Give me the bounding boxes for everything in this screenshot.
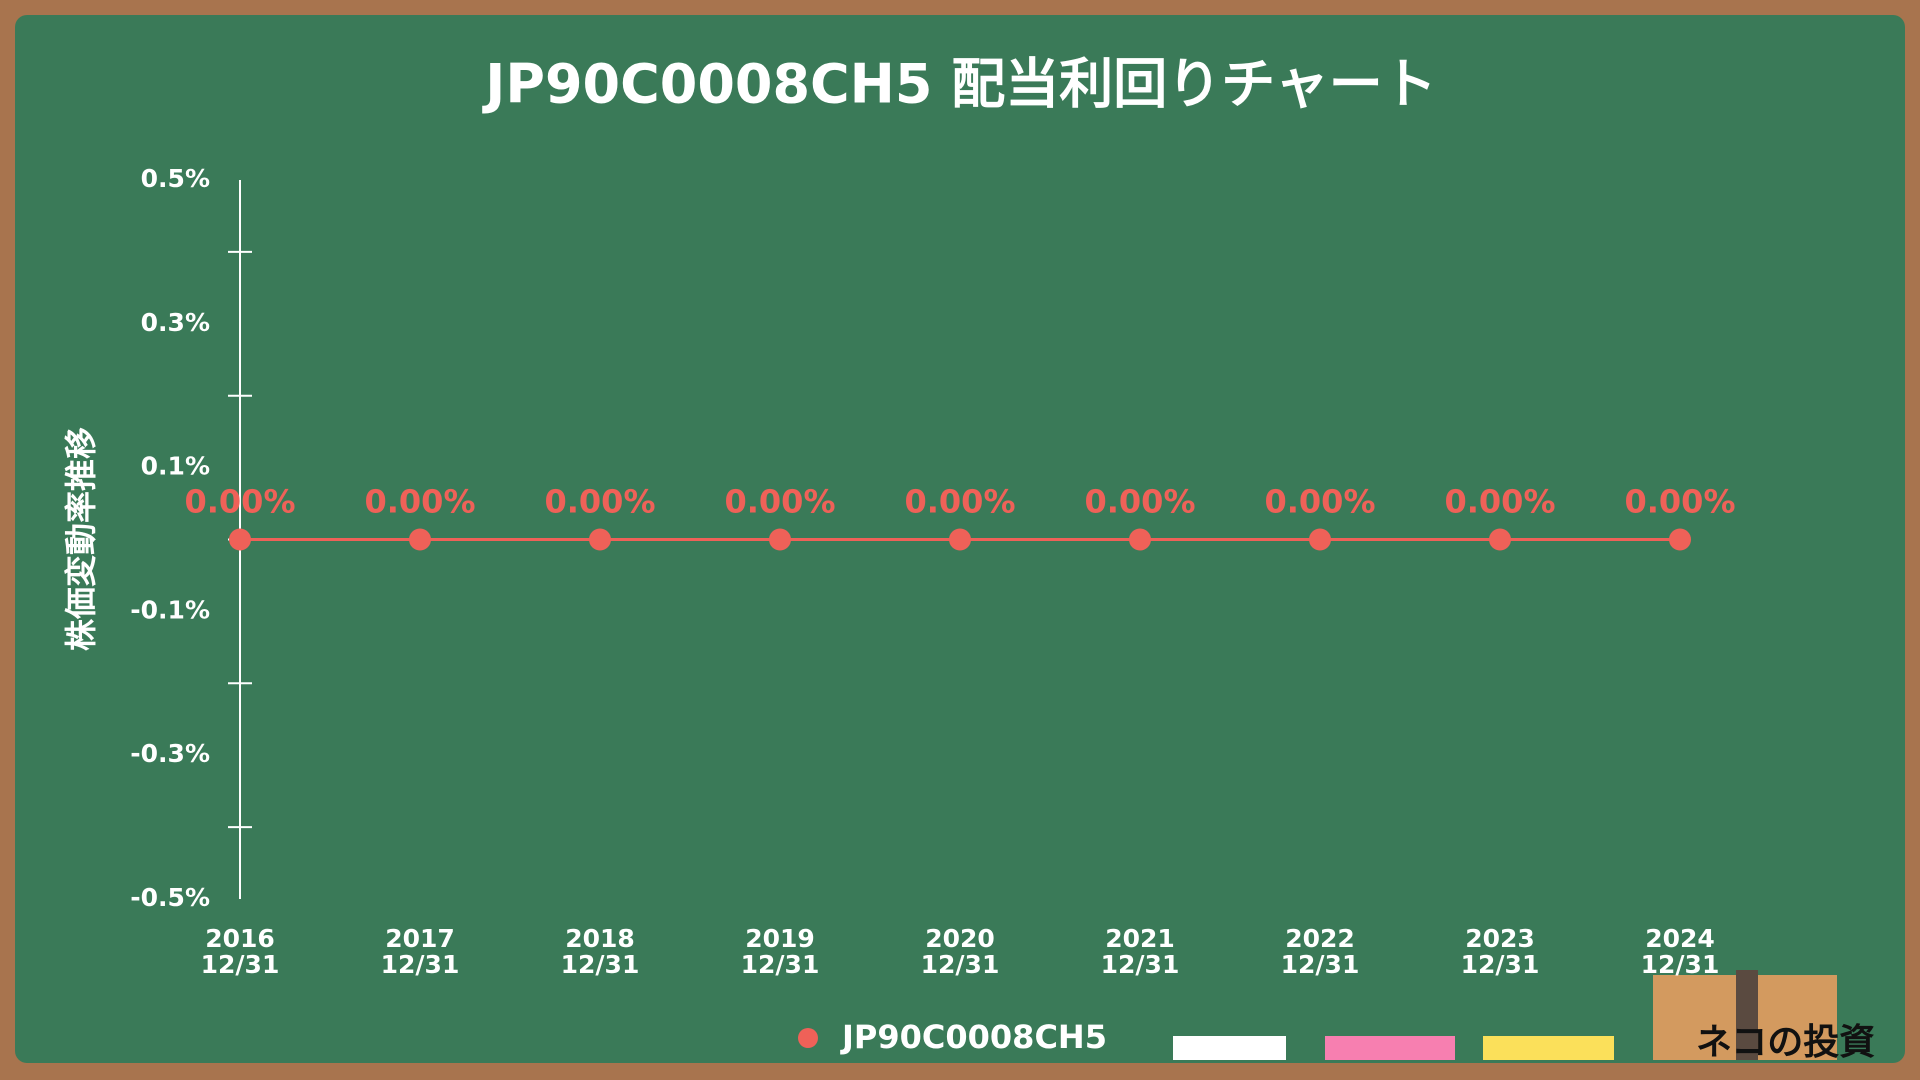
- data-point: [1669, 528, 1691, 551]
- data-label: 0.00%: [1084, 483, 1195, 521]
- chalk-pink: [1325, 1036, 1455, 1060]
- x-tick-label: 2020 12/31: [921, 924, 1000, 979]
- chalk-yellow: [1483, 1036, 1614, 1060]
- logo: ネコの投資: [1696, 1022, 1875, 1063]
- data-point: [949, 528, 971, 551]
- data-label: 0.00%: [1444, 483, 1555, 521]
- x-tick-label: 2017 12/31: [381, 924, 460, 979]
- data-point: [769, 528, 791, 551]
- y-tick-label: -0.5%: [130, 883, 210, 912]
- x-tick-label: 2016 12/31: [201, 924, 280, 979]
- x-tick-label: 2021 12/31: [1101, 924, 1180, 979]
- data-label: 0.00%: [1624, 483, 1735, 521]
- x-tick-label: 2022 12/31: [1281, 924, 1360, 979]
- y-tick-label: 0.3%: [141, 308, 210, 337]
- x-tick-label: 2024 12/31: [1641, 924, 1720, 979]
- data-label: 0.00%: [1264, 483, 1375, 521]
- data-point: [409, 528, 431, 551]
- legend-marker: [798, 1028, 818, 1048]
- chart-title: JP90C0008CH5 配当利回りチャート: [481, 53, 1436, 116]
- y-tick-label: -0.1%: [130, 595, 210, 624]
- logo-band: [1736, 970, 1758, 1060]
- data-label: 0.00%: [364, 483, 475, 521]
- x-tick-label: 2019 12/31: [741, 924, 820, 979]
- y-axis-label: 株価変動率推移: [62, 427, 100, 651]
- data-point: [1309, 528, 1331, 551]
- data-point: [1489, 528, 1511, 551]
- legend-label: JP90C0008CH5: [840, 1018, 1107, 1056]
- y-tick-label: 0.5%: [141, 164, 210, 193]
- data-label: 0.00%: [544, 483, 655, 521]
- x-tick-label: 2023 12/31: [1461, 924, 1540, 979]
- data-label: 0.00%: [724, 483, 835, 521]
- data-label: 0.00%: [904, 483, 1015, 521]
- data-label: 0.00%: [184, 483, 295, 521]
- data-point: [1129, 528, 1151, 551]
- data-point: [589, 528, 611, 551]
- x-tick-label: 2018 12/31: [561, 924, 640, 979]
- y-tick-label: 0.1%: [141, 452, 210, 481]
- chalk-white: [1173, 1036, 1286, 1060]
- y-tick-label: -0.3%: [130, 739, 210, 768]
- data-point: [229, 528, 251, 551]
